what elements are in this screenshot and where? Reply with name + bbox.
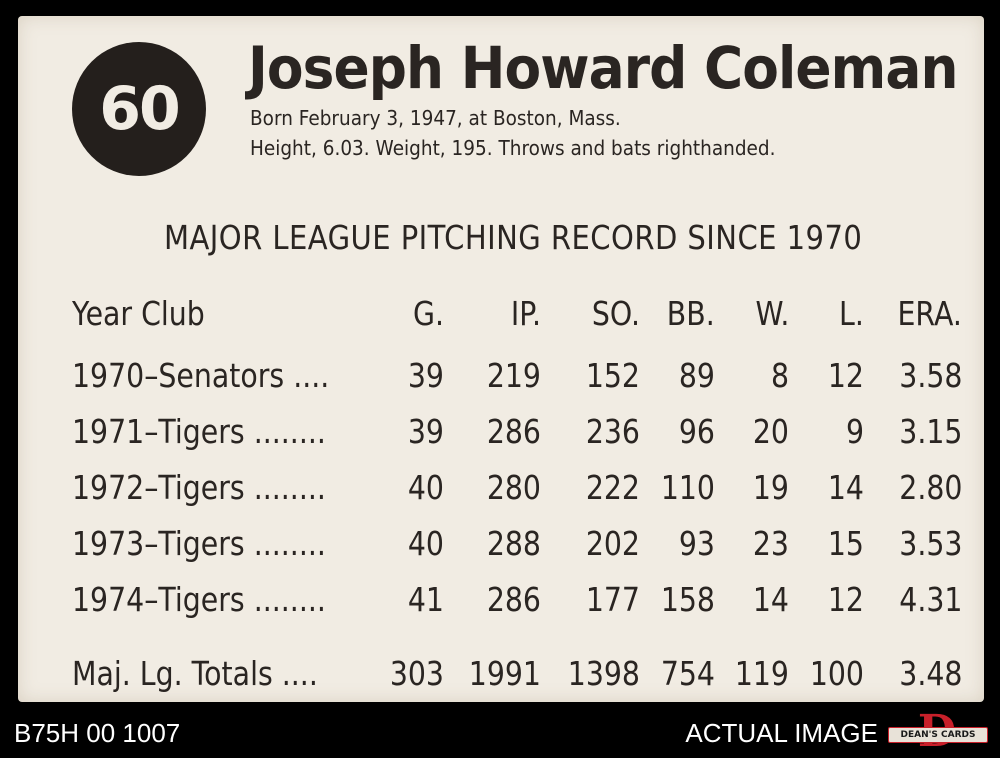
cell-l: 12: [827, 580, 864, 619]
bio-size-line: Height, 6.03. Weight, 195. Throws and ba…: [250, 136, 776, 160]
cell-bb: 96: [678, 412, 715, 451]
cell-g: 41: [407, 580, 444, 619]
cell-era: 3.58: [898, 356, 962, 395]
cell-club: 1974–Tigers ........: [72, 580, 326, 619]
table-row: 1970–Senators .... 39 219 152 89 8 12 3.58: [18, 356, 984, 396]
cell-g: 303: [389, 654, 444, 693]
cell-club: Year Club: [72, 294, 205, 333]
record-title: MAJOR LEAGUE PITCHING RECORD SINCE 1970: [164, 218, 863, 257]
table-row: 1972–Tigers ........ 40 280 222 110 19 14 2.80: [18, 468, 984, 508]
cell-l: 14: [827, 468, 864, 507]
cell-g: 39: [407, 412, 444, 451]
cell-club: 1970–Senators ....: [72, 356, 330, 395]
cell-era: 4.31: [898, 580, 962, 619]
cell-so: 236: [585, 412, 640, 451]
cell-w: 19: [752, 468, 789, 507]
cell-ip: 219: [486, 356, 541, 395]
cell-l: 100: [809, 654, 864, 693]
cell-ip: IP.: [510, 294, 541, 333]
cell-w: 20: [752, 412, 789, 451]
cell-w: W.: [755, 294, 789, 333]
cell-bb: 110: [660, 468, 715, 507]
player-name: Joseph Howard Coleman: [248, 34, 958, 102]
header-row: Year Club G. IP. SO. BB. W. L. ERA.: [18, 294, 984, 334]
cell-bb: 754: [660, 654, 715, 693]
cell-club: Maj. Lg. Totals ....: [72, 654, 318, 693]
table-row: 1974–Tigers ........ 41 286 177 158 14 12 4.31: [18, 580, 984, 620]
cell-club: 1971–Tigers ........: [72, 412, 326, 451]
cell-w: 8: [770, 356, 789, 395]
cell-era: 3.53: [898, 524, 962, 563]
bio-birth-line: Born February 3, 1947, at Boston, Mass.: [250, 106, 621, 130]
cell-ip: 286: [486, 412, 541, 451]
cell-club: 1973–Tigers ........: [72, 524, 326, 563]
cell-l: 12: [827, 356, 864, 395]
cell-g: 40: [407, 468, 444, 507]
cell-so: 222: [585, 468, 640, 507]
cell-club: 1972–Tigers ........: [72, 468, 326, 507]
cell-w: 23: [752, 524, 789, 563]
cell-so: 177: [585, 580, 640, 619]
cell-bb: 93: [678, 524, 715, 563]
cell-ip: 1991: [468, 654, 541, 693]
cell-ip: 288: [486, 524, 541, 563]
card-number-badge: 60: [72, 42, 206, 176]
cell-so: 152: [585, 356, 640, 395]
cell-bb: 89: [678, 356, 715, 395]
table-row: 1971–Tigers ........ 39 286 236 96 20 9 3.15: [18, 412, 984, 452]
table-row: 1973–Tigers ........ 40 288 202 93 23 15 3.53: [18, 524, 984, 564]
cell-era: 3.48: [898, 654, 962, 693]
cell-w: 119: [734, 654, 789, 693]
cell-so: 202: [585, 524, 640, 563]
cell-g: 39: [407, 356, 444, 395]
cell-g: G.: [412, 294, 444, 333]
cell-l: L.: [839, 294, 864, 333]
inventory-id: B75H 00 1007: [14, 718, 181, 748]
cell-l: 15: [827, 524, 864, 563]
cell-era: 2.80: [898, 468, 962, 507]
cell-ip: 280: [486, 468, 541, 507]
logo-text: DEAN'S CARDS: [888, 727, 988, 743]
cell-bb: BB.: [667, 294, 715, 333]
cell-so: 1398: [567, 654, 640, 693]
cell-so: SO.: [591, 294, 640, 333]
cell-w: 14: [752, 580, 789, 619]
cell-bb: 158: [660, 580, 715, 619]
cell-ip: 286: [486, 580, 541, 619]
totals-row: Maj. Lg. Totals .... 303 1991 1398 754 119 100…: [18, 654, 984, 694]
cell-era: 3.15: [898, 412, 962, 451]
cell-l: 9: [845, 412, 864, 451]
deans-cards-logo: D DEAN'S CARDS: [888, 710, 988, 754]
card-back: 60 Joseph Howard Coleman Born February 3…: [18, 16, 984, 702]
cell-g: 40: [407, 524, 444, 563]
actual-image-label: ACTUAL IMAGE: [685, 718, 878, 748]
cell-era: ERA.: [897, 294, 962, 333]
